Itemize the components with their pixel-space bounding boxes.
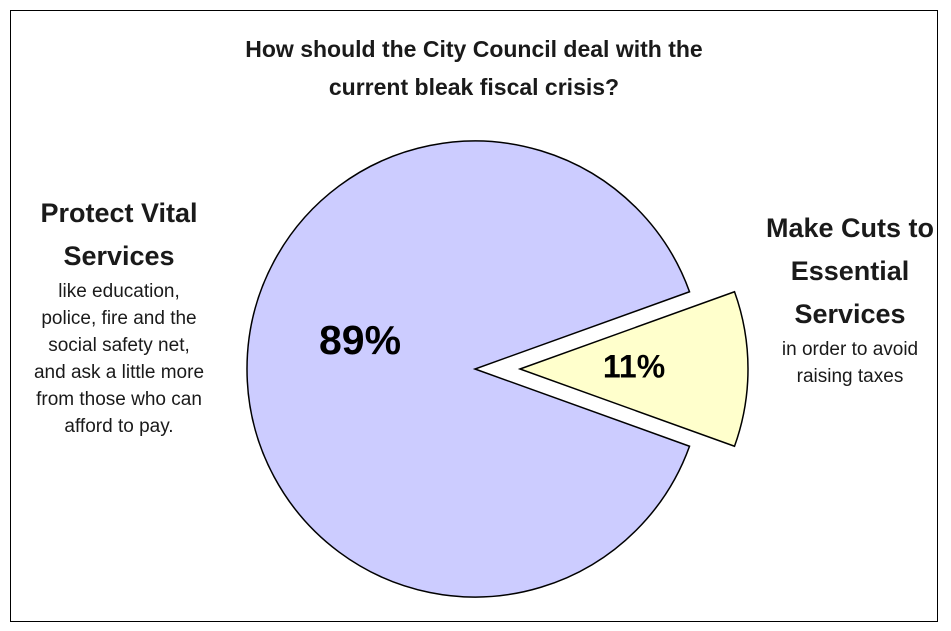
pie-slice-percent-label: 89% [319, 317, 401, 363]
slice-title-line: Essential [790, 256, 910, 286]
chart-title-line-2: current bleak fiscal crisis? [328, 74, 620, 100]
pie-slice-1 [517, 290, 749, 448]
slice-description-line: raising taxes [796, 366, 904, 387]
slice-description-line: from those who can [36, 389, 202, 410]
pie-slice-0 [246, 140, 691, 598]
slice-description-line: in order to avoid [781, 339, 919, 360]
slice-label-make-cuts: Make Cuts to Essential Services in order… [750, 207, 950, 390]
slice-title-line: Protect Vital [40, 198, 198, 228]
chart-title: How should the City Council deal with th… [10, 30, 938, 106]
slice-description-line: afford to pay. [64, 416, 174, 437]
pie-slice-percent-label: 11% [603, 348, 665, 384]
slice-title-line: Services [794, 299, 906, 329]
slice-description-line: and ask a little more [33, 362, 205, 383]
chart-title-line-1: How should the City Council deal with th… [245, 36, 703, 62]
slice-title-line: Make Cuts to [765, 213, 935, 243]
slice-title-line: Services [63, 241, 175, 271]
slice-description-line: police, fire and the [41, 308, 197, 329]
slice-description-line: like education, [58, 281, 180, 302]
slice-label-protect-vital-services: Protect Vital Services like education, p… [14, 192, 224, 440]
slice-description-line: social safety net, [48, 335, 190, 356]
